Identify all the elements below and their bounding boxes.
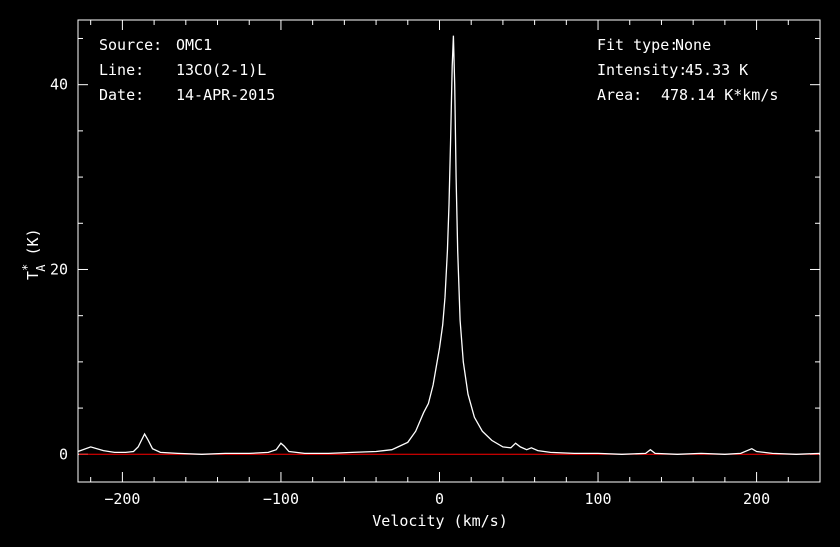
x-tick-label: 100 — [584, 490, 611, 508]
source-label: Source: — [99, 36, 162, 54]
y-tick-label: 0 — [59, 445, 68, 463]
area-value: 478.14 K*km/s — [661, 86, 778, 104]
fit-type-label: Fit type: — [597, 36, 678, 54]
y-axis-label: T*A (K) — [20, 228, 48, 280]
x-axis-label: Velocity (km/s) — [372, 512, 507, 530]
x-tick-label: −100 — [263, 490, 299, 508]
info-right: Fit type: None Intensity: 45.33 K Area: … — [597, 36, 778, 104]
x-tick-label: 0 — [435, 490, 444, 508]
intensity-value: 45.33 K — [685, 61, 748, 79]
x-tick-label: −200 — [104, 490, 140, 508]
date-label: Date: — [99, 86, 144, 104]
axis-ticks — [78, 20, 821, 482]
line-value: 13CO(2-1)L — [176, 61, 266, 79]
fit-type-value: None — [675, 36, 711, 54]
x-tick-label: 200 — [743, 490, 770, 508]
info-left: Source: OMC1 Line: 13CO(2-1)L Date: 14-A… — [99, 36, 275, 104]
date-value: 14-APR-2015 — [176, 86, 275, 104]
area-label: Area: — [597, 86, 642, 104]
source-value: OMC1 — [176, 36, 212, 54]
plot-frame — [77, 19, 821, 483]
intensity-label: Intensity: — [597, 61, 687, 79]
y-axis-label-sup: * — [20, 264, 34, 271]
y-axis-label-main: T — [24, 271, 42, 280]
spectrum-line — [77, 35, 821, 455]
y-axis-label-sub: A — [34, 264, 48, 272]
line-label: Line: — [99, 61, 144, 79]
y-tick-label: 20 — [50, 260, 68, 278]
axis-tick-labels: −200 −100 0 100 200 0 20 40 — [50, 76, 770, 508]
y-axis-label-unit: (K) — [24, 228, 42, 264]
y-tick-label: 40 — [50, 76, 68, 94]
